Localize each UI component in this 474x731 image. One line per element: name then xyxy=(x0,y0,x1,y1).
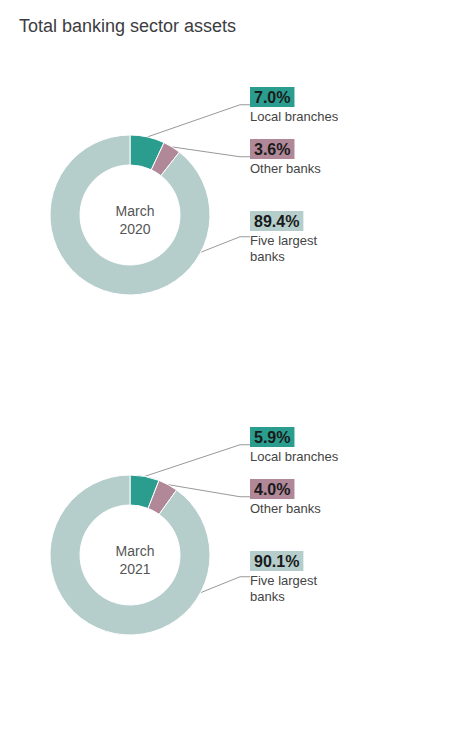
svg-text:3.6%: 3.6% xyxy=(254,141,290,158)
svg-text:Five largest: Five largest xyxy=(250,573,318,588)
svg-text:2021: 2021 xyxy=(119,561,150,577)
svg-text:Other banks: Other banks xyxy=(250,161,321,176)
svg-text:banks: banks xyxy=(250,249,285,264)
svg-text:90.1%: 90.1% xyxy=(254,553,299,570)
svg-text:Local branches: Local branches xyxy=(250,449,339,464)
svg-text:Other banks: Other banks xyxy=(250,501,321,516)
svg-text:Local branches: Local branches xyxy=(250,109,339,124)
svg-text:Total banking sector assets: Total banking sector assets xyxy=(19,16,236,36)
svg-text:March: March xyxy=(116,203,155,219)
svg-text:March: March xyxy=(116,543,155,559)
svg-text:5.9%: 5.9% xyxy=(254,429,290,446)
svg-text:7.0%: 7.0% xyxy=(254,89,290,106)
svg-text:Five largest: Five largest xyxy=(250,233,318,248)
svg-text:2020: 2020 xyxy=(119,221,150,237)
svg-text:banks: banks xyxy=(250,589,285,604)
svg-text:4.0%: 4.0% xyxy=(254,481,290,498)
svg-text:89.4%: 89.4% xyxy=(254,213,299,230)
